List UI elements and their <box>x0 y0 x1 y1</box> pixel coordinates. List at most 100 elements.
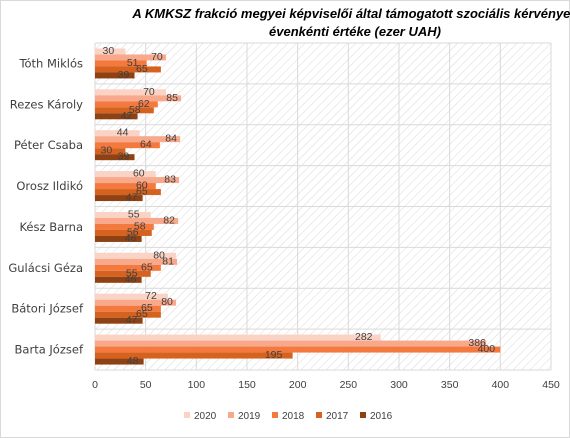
bar-2019 <box>95 258 178 265</box>
legend-label-2017: 2017 <box>326 411 349 422</box>
x-tick-label: 150 <box>238 379 256 391</box>
bar-2016 <box>95 154 135 161</box>
bar-2017 <box>95 107 154 114</box>
data-label-2018: 62 <box>138 98 150 110</box>
data-label-2020: 72 <box>145 290 157 302</box>
data-label-2018: 60 <box>136 180 148 192</box>
data-label-2017: 30 <box>101 145 113 157</box>
bar-2018 <box>95 183 156 190</box>
data-label-2016: 39 <box>118 69 130 81</box>
data-label-2020: 30 <box>103 45 115 57</box>
bar-2016 <box>95 72 135 79</box>
data-label-2019: 85 <box>166 92 178 104</box>
data-label-2020: 44 <box>117 127 129 139</box>
bar-2017 <box>95 66 161 73</box>
bar-2018 <box>95 142 160 149</box>
data-label-2019: 84 <box>165 133 177 145</box>
x-tick-label: 100 <box>188 379 206 391</box>
category-axis: Tóth Miklós Rezes Károly Péter Csaba Orosz … <box>8 56 84 356</box>
legend-swatch-2019 <box>228 412 234 418</box>
bar-2016 <box>95 113 138 120</box>
bar-2020 <box>95 293 168 300</box>
x-tick-label: 0 <box>92 379 98 391</box>
bar-2019 <box>95 95 182 102</box>
x-tick-label: 300 <box>390 379 408 391</box>
data-label-2018: 65 <box>141 302 153 314</box>
legend-swatch-2016 <box>360 412 366 418</box>
bar-2018 <box>95 346 501 353</box>
x-tick-label: 250 <box>340 379 358 391</box>
bar-2018 <box>95 60 147 67</box>
data-label-2017: 58 <box>129 104 141 116</box>
x-tick-label: 400 <box>492 379 510 391</box>
bar-2020 <box>95 252 177 259</box>
bar-2020 <box>95 89 166 96</box>
bar-2018 <box>95 101 158 108</box>
legend-swatch-2017 <box>316 412 322 418</box>
bar-2016 <box>95 317 143 324</box>
data-label-2016: 46 <box>125 232 137 244</box>
bar-2017 <box>95 352 293 359</box>
legend-label-2019: 2019 <box>238 411 261 422</box>
bar-2019 <box>95 136 181 143</box>
data-label-2019: 82 <box>163 214 175 226</box>
bar-2017 <box>95 311 161 318</box>
bar-2016 <box>95 195 143 202</box>
bar-2016 <box>95 358 144 365</box>
data-label-2016: 47 <box>126 192 138 204</box>
x-tick-label: 350 <box>441 379 459 391</box>
legend-swatch-2020 <box>184 412 190 418</box>
bar-2020 <box>95 171 156 178</box>
data-label-2016: 47 <box>126 314 138 326</box>
x-tick-label: 450 <box>542 379 560 391</box>
chart-title-line-2: évenkénti értéke (ezer UAH) <box>269 24 441 39</box>
category-label: Gulácsi Géza <box>8 261 83 275</box>
bar-2018 <box>95 223 154 230</box>
bar-2019 <box>95 54 166 61</box>
bars <box>95 48 501 365</box>
bar-2020 <box>95 130 140 137</box>
data-label-2020: 282 <box>355 331 373 343</box>
data-label-2018: 58 <box>134 220 146 232</box>
category-label: Tóth Miklós <box>18 56 83 70</box>
data-label-2017: 65 <box>136 63 148 75</box>
chart-title: A KMKSZ frakció megyei képviselői által … <box>131 6 570 39</box>
bar-2017 <box>95 189 161 196</box>
category-label: Orosz Ildikó <box>16 179 83 193</box>
data-label-2016: 39 <box>118 151 130 163</box>
legend-swatch-2018 <box>272 412 278 418</box>
data-label-2017: 55 <box>126 267 138 279</box>
bar-2016 <box>95 276 142 283</box>
value-axis: 0 50 100 150 200 250 300 350 400 450 <box>92 379 560 391</box>
data-label-2019: 386 <box>468 337 486 349</box>
bar-2019 <box>95 217 179 224</box>
data-label-2019: 83 <box>164 174 176 186</box>
data-label-2018: 51 <box>127 57 139 69</box>
data-label-2017: 56 <box>127 226 139 238</box>
data-label-2019: 80 <box>161 296 173 308</box>
data-label-2016: 42 <box>121 110 133 122</box>
category-label: Kész Barna <box>19 220 83 234</box>
category-label: Bátori József <box>11 302 84 316</box>
data-label-2020: 60 <box>133 168 145 180</box>
data-label-2018: 400 <box>478 343 496 355</box>
category-label: Péter Csaba <box>14 138 83 152</box>
bar-2019 <box>95 177 180 184</box>
bar-2018 <box>95 305 161 312</box>
bar-2017 <box>95 148 126 155</box>
bar-2020 <box>95 211 151 218</box>
bar-2016 <box>95 235 142 242</box>
data-label-2018: 64 <box>140 139 152 151</box>
legend: 2020 2019 2018 2017 2016 <box>184 411 393 422</box>
data-label-2017: 65 <box>136 186 148 198</box>
data-label-2016: 48 <box>127 355 139 367</box>
chart-title-line-1: A KMKSZ frakció megyei képviselői által … <box>131 6 570 21</box>
legend-label-2020: 2020 <box>194 411 217 422</box>
data-label-2019: 70 <box>151 51 163 63</box>
bar-2019 <box>95 299 177 306</box>
x-tick-label: 50 <box>140 379 152 391</box>
data-label-2020: 80 <box>153 249 165 261</box>
data-label-2018: 65 <box>141 261 153 273</box>
data-label-2020: 55 <box>128 208 140 220</box>
